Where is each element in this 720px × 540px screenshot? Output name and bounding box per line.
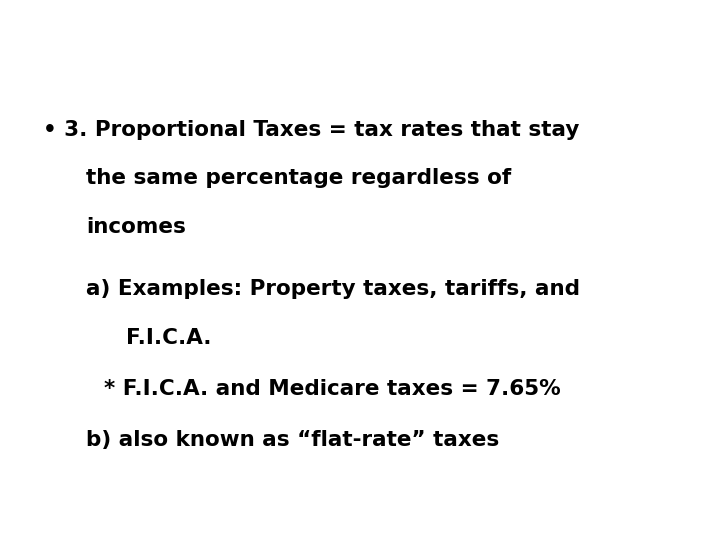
Text: a) Examples: Property taxes, tariffs, and: a) Examples: Property taxes, tariffs, an… xyxy=(86,279,580,299)
Text: incomes: incomes xyxy=(86,217,186,237)
Text: F.I.C.A.: F.I.C.A. xyxy=(126,327,212,348)
Text: b) also known as “flat-rate” taxes: b) also known as “flat-rate” taxes xyxy=(86,430,500,450)
Text: * F.I.C.A. and Medicare taxes = 7.65%: * F.I.C.A. and Medicare taxes = 7.65% xyxy=(104,379,561,399)
Text: • 3. Proportional Taxes = tax rates that stay: • 3. Proportional Taxes = tax rates that… xyxy=(43,119,580,140)
Text: the same percentage regardless of: the same percentage regardless of xyxy=(86,168,512,188)
